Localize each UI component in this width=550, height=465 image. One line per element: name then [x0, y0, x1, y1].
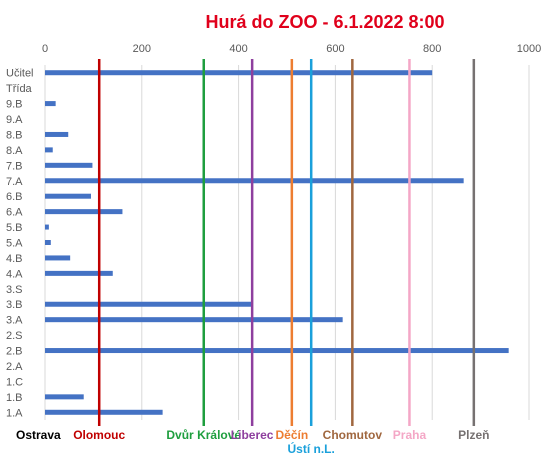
reference-line-label: Olomouc: [73, 428, 125, 442]
bar-Učitel: [45, 70, 433, 76]
reference-line-label: Děčín: [275, 428, 308, 442]
category-label: 6.B: [6, 191, 23, 203]
reference-line-label: Dvůr Králové: [166, 428, 241, 442]
x-tick-label: 600: [326, 43, 344, 55]
category-label: 8.B: [6, 129, 23, 141]
category-label: 1.A: [6, 407, 23, 419]
category-label: 6.A: [6, 207, 23, 219]
category-label: 3.A: [6, 315, 23, 327]
category-label: 2.A: [6, 361, 23, 373]
reference-lines: [97, 59, 476, 426]
category-label: 8.A: [6, 145, 23, 157]
bar-5.A: [45, 240, 51, 245]
category-label: 3.S: [6, 284, 23, 296]
x-tick-label: 1000: [517, 43, 541, 55]
bar-7.A: [45, 178, 464, 184]
bar-4.B: [45, 255, 71, 261]
reference-line-label: Ústí n.L.: [288, 441, 335, 456]
x-tick-labels: 0 200 400 600 800 1000: [42, 43, 541, 55]
category-label: 1.C: [6, 376, 23, 388]
bar-6.B: [45, 193, 91, 199]
bar-5.B: [45, 224, 49, 230]
bar-2.B: [45, 348, 509, 354]
category-label: Třída: [6, 83, 33, 95]
category-label: 4.B: [6, 253, 23, 265]
reference-line-label: Ostrava: [16, 428, 61, 442]
grid: [44, 65, 530, 420]
category-label: 3.B: [6, 299, 23, 311]
reference-line-label: Chomutov: [323, 428, 383, 442]
x-tick-label: 0: [42, 43, 48, 55]
reference-line-label: Liberec: [231, 428, 274, 442]
category-label: 7.A: [6, 176, 23, 188]
bar-8.B: [45, 131, 69, 137]
x-tick-label: 200: [133, 43, 151, 55]
category-labels: Učitel Třída 9.B 9.A 8.B 8.A 7.B 7.A 6.B 6.A 5.B 5.…: [6, 68, 34, 420]
bar-6.A: [45, 209, 123, 215]
category-label: 7.B: [6, 160, 23, 172]
bar-7.B: [45, 162, 93, 168]
category-label: Učitel: [6, 68, 34, 80]
bar-3.B: [45, 301, 253, 307]
bar-8.A: [45, 147, 53, 153]
category-label: 9.B: [6, 99, 23, 111]
reference-line-label: Plzeň: [458, 428, 489, 442]
reference-line-label: Praha: [393, 428, 427, 442]
category-label: 5.A: [6, 238, 23, 250]
category-label: 4.A: [6, 268, 23, 280]
category-label: 5.B: [6, 222, 23, 234]
category-label: 2.S: [6, 330, 23, 342]
x-tick-label: 400: [229, 43, 247, 55]
bar-1.B: [45, 394, 84, 400]
category-label: 9.A: [6, 114, 23, 126]
bar-9.B: [45, 101, 56, 107]
category-label: 2.B: [6, 346, 23, 358]
bar-4.A: [45, 270, 113, 276]
x-tick-label: 800: [423, 43, 441, 55]
category-label: 1.B: [6, 392, 23, 404]
bars: [45, 70, 509, 415]
bar-3.A: [45, 317, 343, 323]
chart-title: Hurá do ZOO - 6.1.2022 8:00: [205, 12, 444, 32]
bar-1.A: [45, 409, 163, 415]
